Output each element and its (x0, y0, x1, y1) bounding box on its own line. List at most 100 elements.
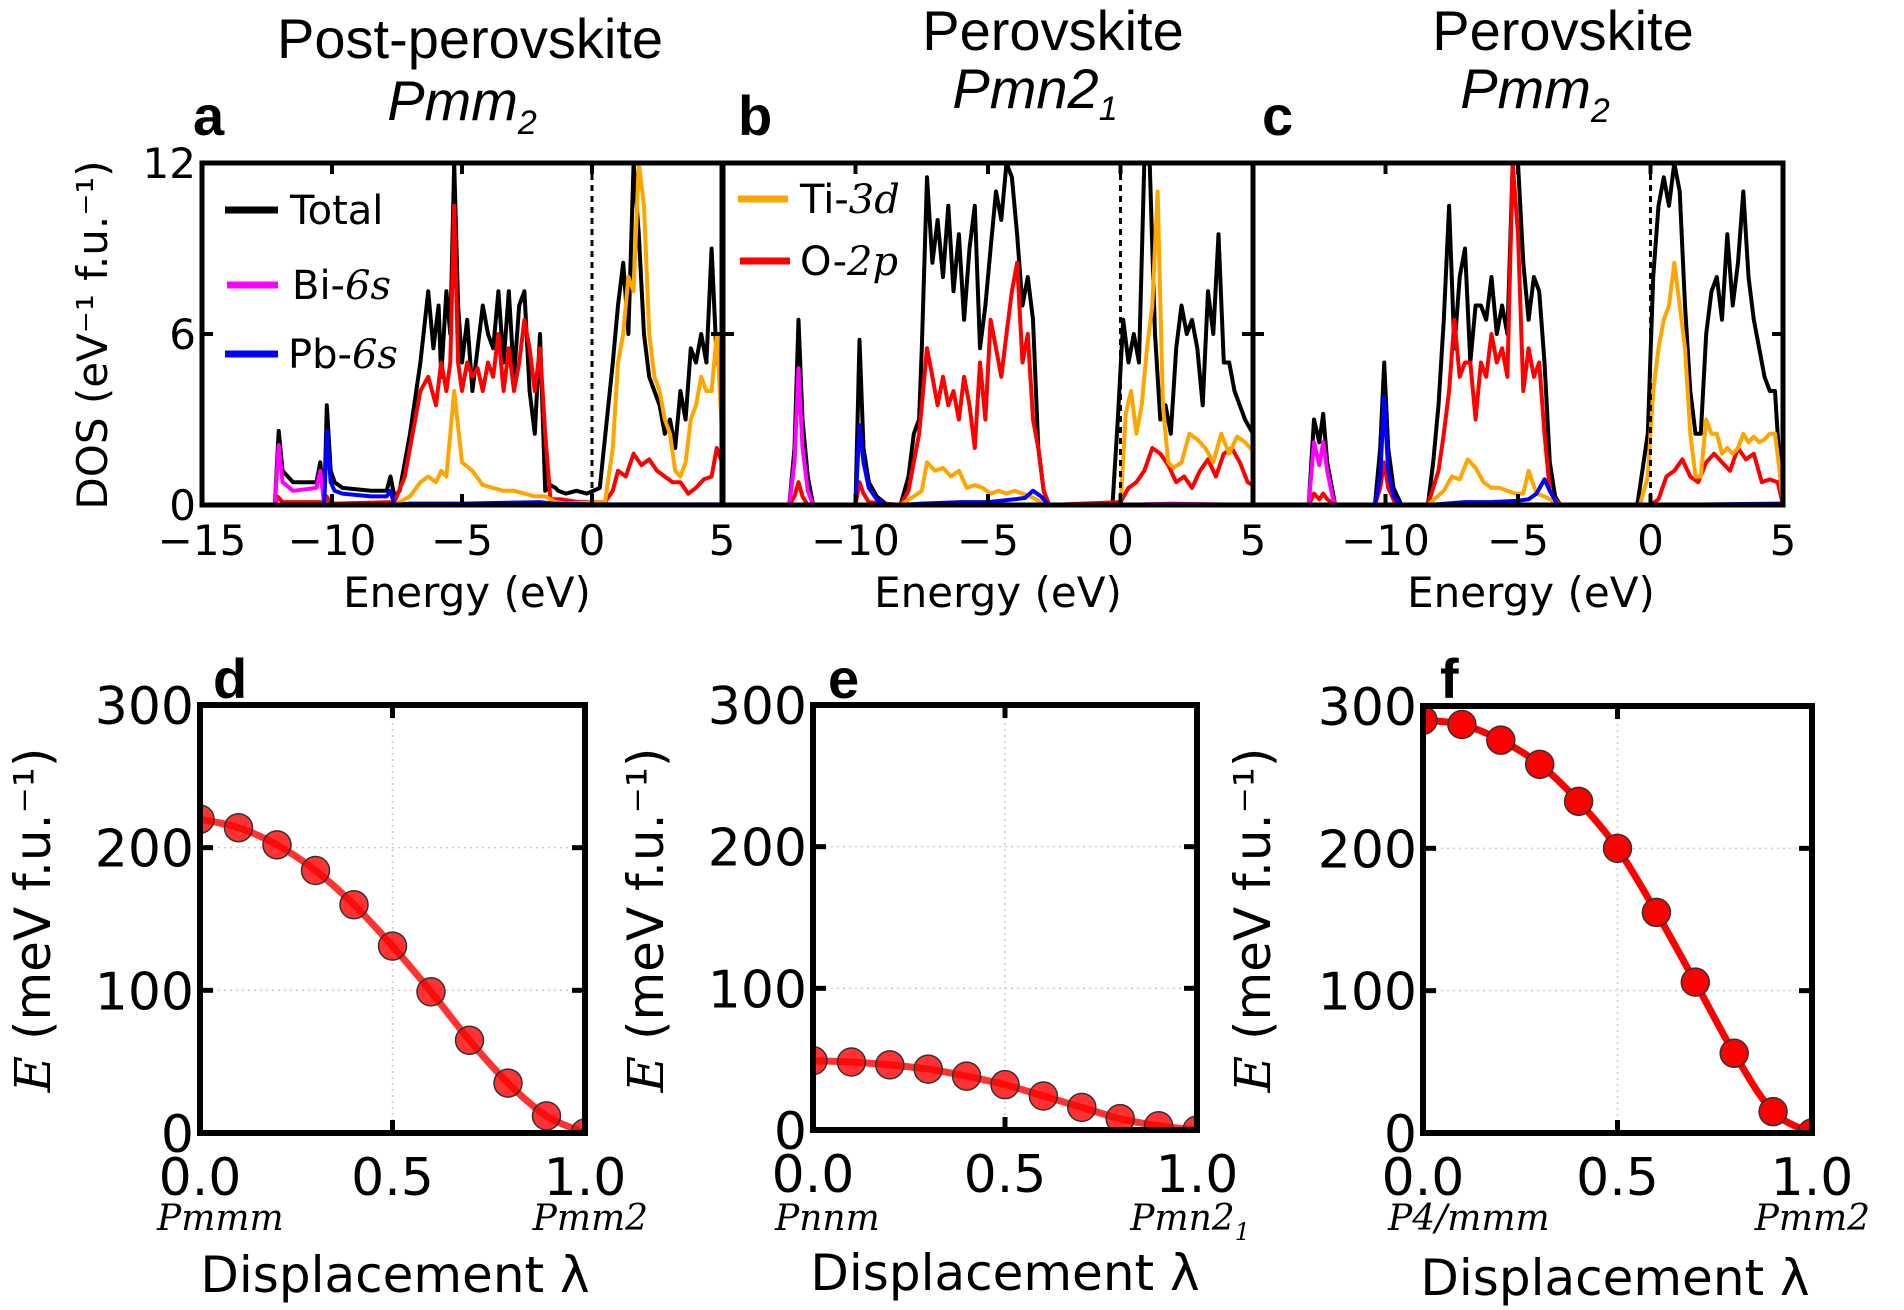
panel-c-spacegroup: Pmm (1460, 57, 1591, 120)
legend-bi6s-orbital: 6s (345, 263, 391, 309)
data-point (416, 977, 446, 1007)
panel-d-y-symbol: E (4, 1056, 62, 1094)
y-tick-label: 300 (708, 677, 807, 737)
panel-b-label: b (738, 84, 772, 147)
panel-b-title-line2: Pmn21 (952, 57, 1117, 128)
panel-d-phase-right: Pmm2 (532, 1198, 648, 1239)
data-point (951, 1061, 982, 1091)
data-point (339, 889, 369, 920)
data-point (813, 1045, 828, 1076)
energy-plot-e: 0.0 0.5 1.0 0 100 200 300 (708, 677, 1239, 1205)
fit-line (1423, 716, 1812, 1135)
panel-f-y-axis-label: E (meV f.u.⁻¹) (1224, 748, 1282, 1094)
x-tick-label: 0 (1107, 516, 1134, 565)
data-point (223, 812, 254, 843)
y-tick-label: 300 (1318, 678, 1417, 738)
data-point (836, 1047, 867, 1077)
panel-c-x-axis-label: Energy (eV) (1407, 568, 1655, 617)
panel-e-y-symbol: E (617, 1056, 675, 1094)
data-point (1758, 1096, 1788, 1127)
panel-f-y-unit: (meV f.u.⁻¹) (1224, 748, 1282, 1056)
x-tick-label: 5 (1240, 516, 1267, 565)
legend-ti3d-label: Ti-3d (799, 177, 900, 223)
panel-b-spacegroup: Pmn2 (952, 57, 1098, 120)
y-tick-label: 0 (1384, 1105, 1417, 1165)
dos-plot-c: −10 −5 0 5 (1250, 160, 1796, 565)
y-tick-label: 100 (708, 960, 807, 1020)
panel-d-label: d (213, 647, 247, 710)
data-point (531, 1101, 562, 1131)
x-tick-label: 1.0 (1771, 1148, 1854, 1208)
data-point (493, 1068, 523, 1098)
panel-d-y-unit: (meV f.u.⁻¹) (4, 748, 62, 1056)
x-tick-label: −10 (811, 516, 900, 565)
legend-b: Ti-3d O-2p (738, 177, 900, 285)
panel-a-heading: Post-perovskite Pmm2 a (193, 7, 663, 147)
panel-a-spacegroup-sub: 2 (517, 104, 537, 142)
panel-c-title-line1: Perovskite (1432, 0, 1693, 62)
legend-pb6s-element: Pb- (288, 332, 352, 378)
data-point (1028, 1081, 1059, 1111)
data-point (1680, 967, 1711, 997)
y-tick-label: 0 (169, 481, 196, 530)
y-tick-label: 12 (143, 139, 196, 188)
legend-ti3d-orbital: 3d (849, 177, 900, 223)
axes-frame (197, 702, 588, 1136)
panel-b-spacegroup-sub: 1 (1099, 90, 1118, 128)
legend-bi6s-label: Bi-6s (292, 263, 391, 309)
axes-frame (1420, 703, 1815, 1136)
data-point (1602, 833, 1633, 864)
panel-c-title-line2: Pmm2 (1460, 57, 1610, 130)
data-point (377, 931, 408, 961)
data-point (1423, 705, 1438, 735)
y-tick-label: 300 (95, 677, 194, 737)
x-tick-label: −5 (431, 516, 493, 565)
dos-curves-a (272, 163, 722, 505)
legend-o2p-label: O-2p (800, 239, 898, 285)
data-point (875, 1050, 905, 1080)
x-tick-label: −10 (288, 516, 377, 565)
legend-ti3d-element: Ti- (799, 177, 849, 223)
panel-b-heading: Perovskite Pmn21 b (738, 0, 1184, 147)
panel-d-y-axis-label: E (meV f.u.⁻¹) (4, 748, 62, 1094)
dos-series-bi-6s (272, 443, 327, 505)
panel-e-y-axis-label: E (meV f.u.⁻¹) (617, 748, 675, 1094)
y-tick-label: 200 (1318, 820, 1417, 880)
panel-b-title-line1: Perovskite (922, 0, 1183, 62)
x-tick-label: −15 (158, 516, 247, 565)
panel-e-phase-right-main: Pmn2 (1129, 1198, 1234, 1239)
data-point (990, 1069, 1020, 1100)
panel-d-phase-left: Pmmm (156, 1198, 284, 1239)
dos-series-ti-3d (899, 189, 1253, 505)
data-point (1067, 1092, 1097, 1123)
data-point (1719, 1038, 1749, 1069)
dos-series-o-2p (1306, 163, 1783, 505)
legend-o2p-orbital: 2p (846, 239, 898, 285)
legend-a: Total Bi-6s Pb-6s (225, 188, 398, 378)
dos-series-o-2p (272, 203, 722, 505)
panel-c-spacegroup-sub: 2 (1590, 92, 1610, 130)
panel-e-phase-right-sub: 1 (1235, 1218, 1250, 1246)
data-point (1524, 749, 1555, 780)
y-tick-label: 0 (774, 1102, 807, 1162)
legend-total-label: Total (289, 188, 383, 234)
energy-curve-d (200, 804, 585, 1135)
panel-b-x-axis-label: Energy (eV) (874, 568, 1122, 617)
x-tick-label: −5 (957, 516, 1019, 565)
energy-plot-d: 0.0 0.5 1.0 0 100 200 300 (95, 677, 627, 1208)
panel-f-label: f (1440, 647, 1459, 710)
x-tick-label: 5 (709, 516, 736, 565)
panel-a-label: a (193, 84, 225, 147)
dos-plot-a: −15 −10 −5 0 5 0 6 12 (143, 139, 736, 565)
dos-series-total (272, 163, 722, 505)
dos-curves-c (1306, 163, 1783, 505)
panel-a-title-line1: Post-perovskite (277, 7, 663, 70)
y-tick-label: 100 (1318, 963, 1417, 1023)
data-point (200, 804, 215, 834)
dos-y-axis-label: DOS (eV⁻¹ f.u.⁻¹) (68, 160, 117, 509)
legend-pb6s-orbital: 6s (352, 332, 398, 378)
panel-e-y-unit: (meV f.u.⁻¹) (617, 748, 675, 1056)
data-point (1563, 786, 1594, 817)
dos-series-ti-3d (393, 163, 722, 505)
panel-e-phase-right: Pmn21 (1129, 1198, 1250, 1246)
